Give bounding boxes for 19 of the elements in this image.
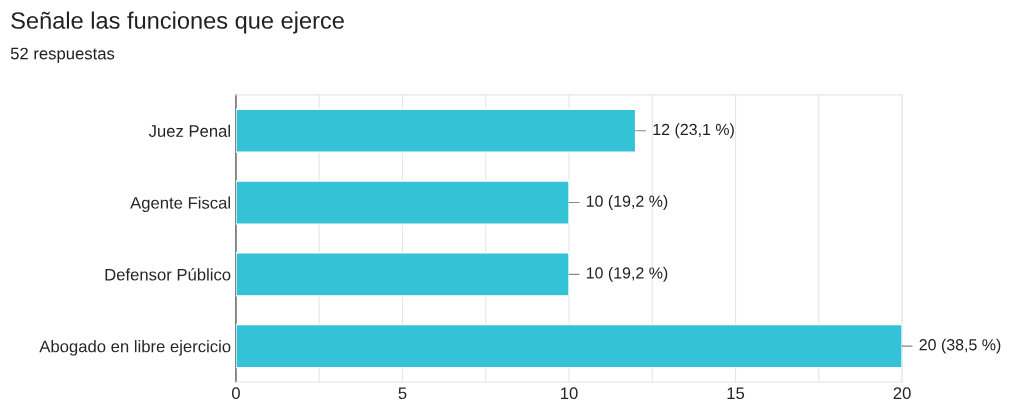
x-tick-label: 0 — [231, 387, 240, 400]
x-tick-label: 15 — [727, 387, 745, 400]
x-tick-label: 10 — [561, 387, 578, 400]
y-tick-label: Abogado en libre ejercicio — [39, 340, 231, 356]
bar — [235, 323, 903, 369]
text: 52 respuestas — [10, 47, 115, 63]
chart-title: Señale las funciones que ejerce — [11, 11, 344, 34]
bar — [235, 180, 570, 225]
data-label: 20 (38,5 %) — [919, 338, 1001, 354]
x-tick-label: 5 — [398, 387, 407, 400]
x-tick-label: 20 — [893, 387, 911, 400]
y-tick-label: Juez Penal — [148, 124, 230, 137]
data-label: 10 (19,2 %) — [586, 266, 668, 282]
y-tick-label: Agente Fiscal — [130, 196, 230, 213]
bar — [235, 108, 637, 154]
data-label: 10 (19,2 %) — [586, 195, 668, 210]
y-tick-label: Defensor Público — [105, 268, 231, 281]
data-label: 12 (23,1 %) — [653, 123, 734, 139]
bar — [235, 252, 570, 297]
